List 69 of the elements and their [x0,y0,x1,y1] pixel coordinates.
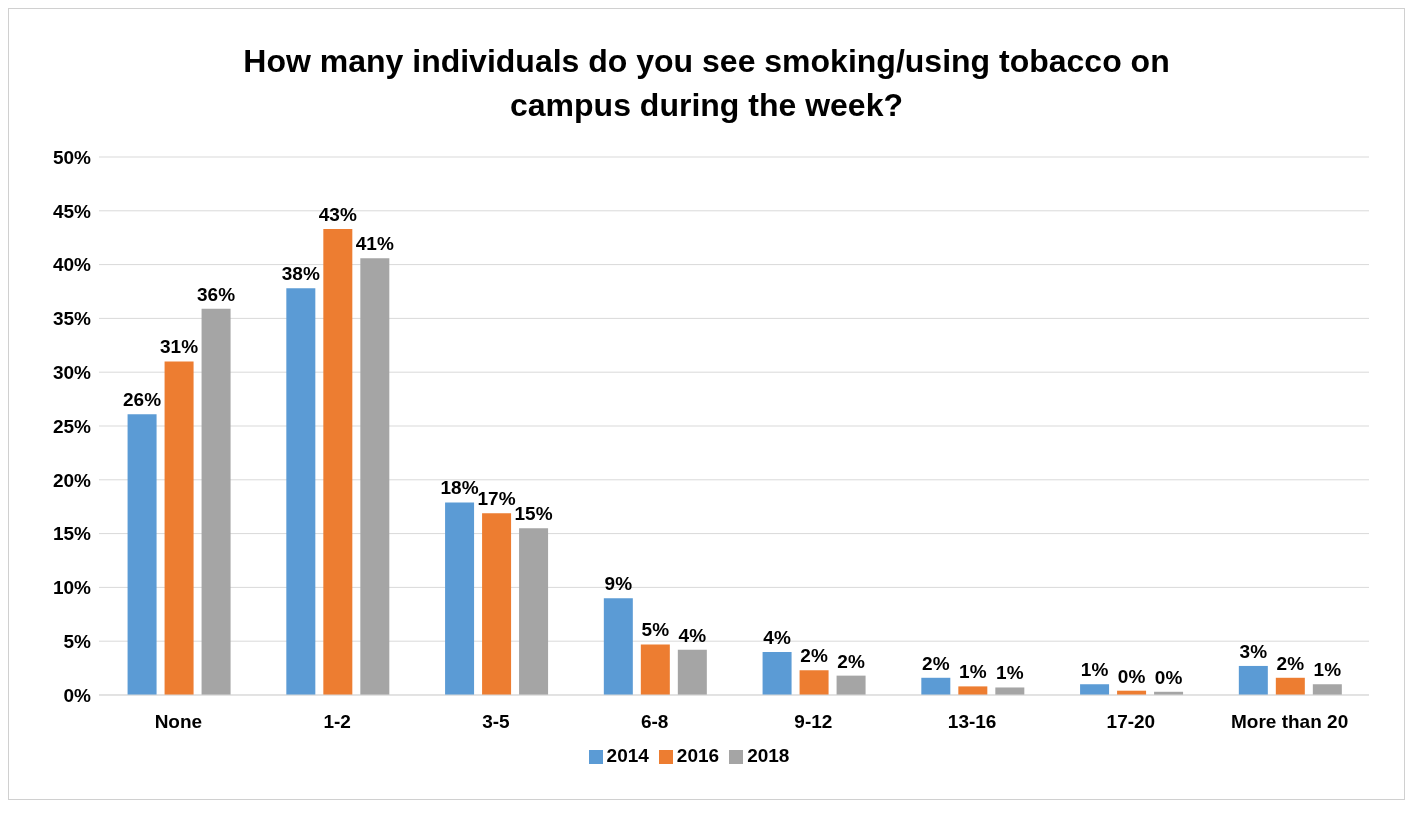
x-tick-label: 17-20 [1106,711,1156,733]
data-label: 31% [160,336,199,358]
data-label: 36% [197,283,236,305]
x-tick-label: 6-8 [640,711,669,733]
bar [1312,684,1342,695]
bar [836,675,866,695]
data-label: 0% [1117,665,1146,687]
y-tick-label: 40% [52,254,92,276]
bar [323,229,353,695]
x-tick-label: 9-12 [794,711,833,733]
data-label: 41% [355,233,394,255]
bar [445,502,475,695]
y-tick-label: 45% [52,200,92,222]
y-tick-label: 20% [52,469,92,491]
legend-label: 2018 [747,745,790,766]
legend-label: 2014 [606,745,649,766]
bar [164,361,194,695]
x-tick-label: More than 20 [1231,711,1349,733]
bar [360,258,390,695]
y-tick-label: 35% [52,308,92,330]
data-label: 1% [1080,659,1109,681]
y-tick-label: 25% [52,415,92,437]
data-label: 2% [922,652,950,674]
data-label: 5% [641,619,670,641]
bar [603,598,633,695]
bar [1238,665,1268,695]
y-tick-label: 15% [52,523,92,545]
data-label: 1% [959,661,987,683]
data-label: 1% [1313,659,1342,681]
data-label: 9% [604,573,633,595]
data-label: 26% [123,389,162,411]
bar [921,677,951,695]
data-label: 17% [477,488,516,510]
data-label: 2% [1276,652,1305,674]
x-tick-label: 1-2 [323,711,351,733]
y-tick-label: 0% [63,684,92,706]
bar [762,651,792,695]
x-tick-label: 13-16 [947,711,997,733]
data-label: 2% [837,650,865,672]
bar [640,644,670,695]
bar [1080,684,1110,695]
legend-label: 2016 [676,745,720,766]
data-label: 38% [281,263,320,285]
data-label: 15% [514,503,553,525]
bar [995,687,1025,695]
bar [958,686,988,695]
data-label: 3% [1239,640,1268,662]
bar [677,649,707,695]
y-tick-label: 30% [52,361,92,383]
data-label: 1% [996,662,1024,684]
data-label: 4% [678,624,707,646]
bar [482,513,512,695]
y-tick-label: 10% [52,577,92,599]
data-label: 18% [440,477,479,499]
bar [201,308,231,695]
chart-title: How many individuals do you see smoking/using tobacco on campus during the week? [242,42,1171,125]
bar [127,414,157,695]
y-tick-label: 50% [52,146,92,168]
bar [286,288,316,695]
data-label: 2% [800,645,828,667]
x-tick-label: 3-5 [482,711,511,733]
bar [1275,677,1305,695]
data-label: 4% [763,626,791,648]
x-tick-label: None [154,711,203,733]
data-label: 0% [1154,666,1183,688]
bar [519,528,549,695]
y-tick-label: 5% [63,630,92,652]
bar [799,670,829,695]
data-label: 43% [318,204,357,226]
